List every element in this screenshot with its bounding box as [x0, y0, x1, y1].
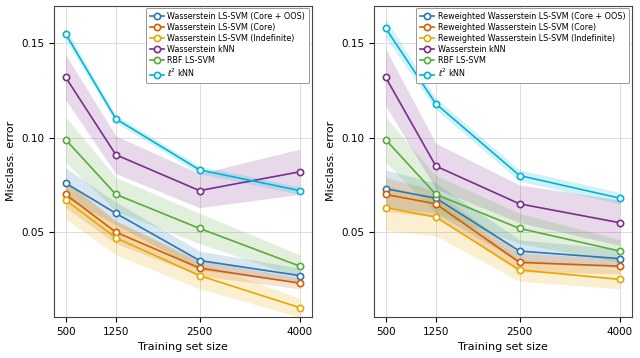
Reweighted Wasserstein LS-SVM (Core): [432, 202, 440, 206]
Line: Wasserstein LS-SVM (Indefinite): Wasserstein LS-SVM (Indefinite): [63, 197, 303, 311]
RBF LS-SVM: [382, 137, 390, 142]
Line: Wasserstein kNN: Wasserstein kNN: [383, 74, 623, 226]
Legend: Reweighted Wasserstein LS-SVM (Core + OOS), Reweighted Wasserstein LS-SVM (Core): Reweighted Wasserstein LS-SVM (Core + OO…: [416, 8, 629, 83]
Wasserstein kNN: [432, 164, 440, 168]
Reweighted Wasserstein LS-SVM (Core + OOS): [382, 187, 390, 191]
Wasserstein kNN: [382, 75, 390, 79]
$\ell^2$ kNN: [432, 102, 440, 106]
Wasserstein kNN: [616, 221, 624, 225]
Wasserstein kNN: [62, 75, 70, 79]
Wasserstein kNN: [196, 188, 204, 193]
Wasserstein kNN: [516, 202, 524, 206]
Reweighted Wasserstein LS-SVM (Core): [382, 192, 390, 197]
Wasserstein kNN: [112, 153, 120, 157]
Wasserstein LS-SVM (Indefinite): [196, 274, 204, 278]
$\ell^2$ kNN: [616, 196, 624, 200]
$\ell^2$ kNN: [196, 168, 204, 172]
X-axis label: Training set size: Training set size: [138, 343, 228, 352]
Reweighted Wasserstein LS-SVM (Core + OOS): [616, 256, 624, 261]
Reweighted Wasserstein LS-SVM (Indefinite): [516, 268, 524, 272]
Reweighted Wasserstein LS-SVM (Core): [516, 260, 524, 265]
Wasserstein LS-SVM (Core): [196, 266, 204, 270]
Wasserstein LS-SVM (Core + OOS): [112, 211, 120, 216]
Line: Reweighted Wasserstein LS-SVM (Core + OOS): Reweighted Wasserstein LS-SVM (Core + OO…: [383, 185, 623, 262]
Wasserstein LS-SVM (Core + OOS): [296, 274, 304, 278]
Wasserstein LS-SVM (Indefinite): [62, 198, 70, 202]
Wasserstein LS-SVM (Core + OOS): [196, 258, 204, 263]
Line: Wasserstein LS-SVM (Core + OOS): Wasserstein LS-SVM (Core + OOS): [63, 180, 303, 279]
Reweighted Wasserstein LS-SVM (Indefinite): [432, 215, 440, 219]
$\ell^2$ kNN: [382, 26, 390, 30]
RBF LS-SVM: [196, 226, 204, 231]
$\ell^2$ kNN: [112, 117, 120, 121]
$\ell^2$ kNN: [516, 173, 524, 178]
Line: $\ell^2$ kNN: $\ell^2$ kNN: [383, 25, 623, 201]
Line: Wasserstein LS-SVM (Core): Wasserstein LS-SVM (Core): [63, 191, 303, 286]
Wasserstein LS-SVM (Core + OOS): [62, 181, 70, 185]
$\ell^2$ kNN: [62, 32, 70, 36]
Line: Reweighted Wasserstein LS-SVM (Core): Reweighted Wasserstein LS-SVM (Core): [383, 191, 623, 269]
Y-axis label: Misclass. error: Misclass. error: [326, 121, 335, 202]
Line: RBF LS-SVM: RBF LS-SVM: [63, 136, 303, 269]
RBF LS-SVM: [516, 226, 524, 231]
RBF LS-SVM: [296, 264, 304, 268]
Wasserstein LS-SVM (Indefinite): [112, 236, 120, 240]
Wasserstein LS-SVM (Core): [62, 192, 70, 197]
Reweighted Wasserstein LS-SVM (Core): [616, 264, 624, 268]
Line: $\ell^2$ kNN: $\ell^2$ kNN: [63, 31, 303, 194]
RBF LS-SVM: [112, 192, 120, 197]
RBF LS-SVM: [432, 192, 440, 197]
X-axis label: Training set size: Training set size: [458, 343, 548, 352]
Reweighted Wasserstein LS-SVM (Indefinite): [616, 277, 624, 281]
Line: RBF LS-SVM: RBF LS-SVM: [383, 136, 623, 254]
Line: Reweighted Wasserstein LS-SVM (Indefinite): Reweighted Wasserstein LS-SVM (Indefinit…: [383, 204, 623, 282]
Wasserstein LS-SVM (Core): [296, 281, 304, 285]
Y-axis label: Misclass. error: Misclass. error: [6, 121, 15, 202]
$\ell^2$ kNN: [296, 188, 304, 193]
Wasserstein LS-SVM (Core): [112, 230, 120, 234]
Legend: Wasserstein LS-SVM (Core + OOS), Wasserstein LS-SVM (Core), Wasserstein LS-SVM (: Wasserstein LS-SVM (Core + OOS), Wassers…: [145, 8, 309, 83]
Reweighted Wasserstein LS-SVM (Core + OOS): [432, 196, 440, 200]
RBF LS-SVM: [616, 249, 624, 253]
Wasserstein LS-SVM (Indefinite): [296, 306, 304, 310]
RBF LS-SVM: [62, 137, 70, 142]
Reweighted Wasserstein LS-SVM (Core + OOS): [516, 249, 524, 253]
Reweighted Wasserstein LS-SVM (Indefinite): [382, 205, 390, 210]
Line: Wasserstein kNN: Wasserstein kNN: [63, 74, 303, 194]
Wasserstein kNN: [296, 170, 304, 174]
